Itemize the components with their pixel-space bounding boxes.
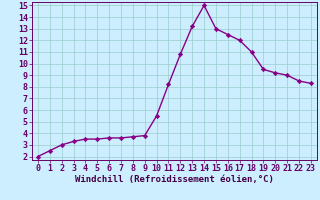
X-axis label: Windchill (Refroidissement éolien,°C): Windchill (Refroidissement éolien,°C) xyxy=(75,175,274,184)
